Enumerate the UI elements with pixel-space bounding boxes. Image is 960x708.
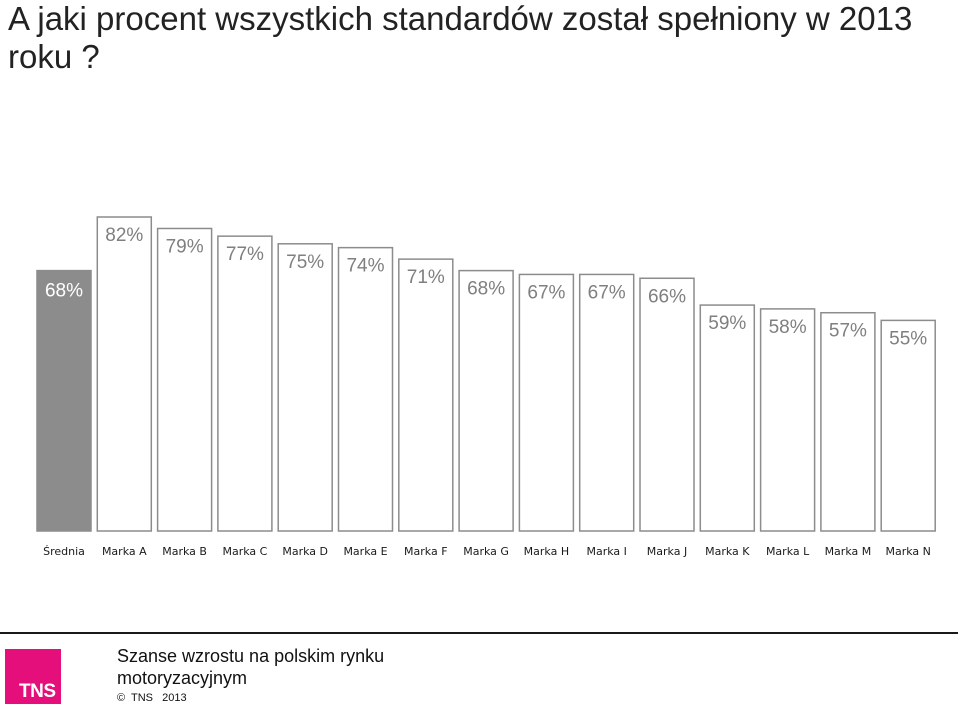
tns-logo: TNS bbox=[5, 649, 61, 704]
value-label: 57% bbox=[829, 321, 867, 342]
bar-marka-n bbox=[880, 319, 936, 532]
bar-marka-a bbox=[96, 216, 153, 532]
footer-divider bbox=[0, 632, 958, 634]
bar-marka-e bbox=[337, 246, 394, 532]
chart-value-labels: 68% 82% 79% 77% 75% 74% 71% 68% 67% 67% 66% 59% 58% 5… bbox=[45, 225, 927, 349]
category-label: Średnia bbox=[43, 545, 85, 558]
value-label: 67% bbox=[588, 282, 626, 303]
category-label: Marka I bbox=[586, 545, 626, 558]
bar-marka-d bbox=[277, 243, 333, 532]
bar-marka-h bbox=[518, 273, 575, 532]
logo-text: TNS bbox=[19, 681, 56, 702]
copyright-notice: © TNS 2013 bbox=[117, 692, 187, 704]
value-label: 79% bbox=[166, 236, 204, 257]
value-label: 67% bbox=[527, 282, 565, 303]
value-label: 68% bbox=[45, 281, 83, 302]
category-label: Marka C bbox=[222, 545, 267, 558]
value-label: 66% bbox=[648, 286, 686, 307]
category-label: Marka L bbox=[766, 545, 810, 558]
bar-marka-g bbox=[458, 269, 514, 532]
bar-chart: 68% 82% 79% 77% 75% 74% 71% 68% 67% 67% 66% 59% 58% 5… bbox=[36, 216, 936, 558]
footer-caption: Szanse wzrostu na polskim rynku motoryza… bbox=[117, 646, 385, 688]
chart-bars bbox=[36, 216, 936, 532]
bar-marka-k bbox=[699, 304, 756, 532]
value-label: 55% bbox=[889, 328, 927, 349]
category-label: Marka J bbox=[647, 545, 687, 558]
value-label: 74% bbox=[346, 256, 384, 277]
category-label: Marka M bbox=[825, 545, 872, 558]
bar-marka-m bbox=[820, 311, 876, 532]
value-label: 71% bbox=[407, 267, 445, 288]
category-label: Marka N bbox=[885, 545, 930, 558]
category-label: Marka A bbox=[102, 545, 147, 558]
category-label: Marka D bbox=[282, 545, 328, 558]
category-label: Marka K bbox=[705, 545, 750, 558]
category-label: Marka E bbox=[343, 545, 387, 558]
category-label: Marka F bbox=[404, 545, 448, 558]
value-label: 82% bbox=[105, 225, 143, 246]
value-label: 68% bbox=[467, 279, 505, 300]
bar-marka-j bbox=[639, 277, 695, 532]
bar-marka-i bbox=[578, 273, 635, 532]
category-label: Marka B bbox=[162, 545, 207, 558]
category-label: Marka H bbox=[524, 545, 569, 558]
bar-marka-b bbox=[156, 227, 213, 532]
value-label: 75% bbox=[286, 252, 324, 273]
bar-marka-c bbox=[217, 235, 273, 532]
value-label: 59% bbox=[708, 313, 746, 334]
chart-category-labels: Średnia Marka A Marka B Marka C Marka D Marka… bbox=[43, 545, 931, 558]
page-title: A jaki procent wszystkich standardów zos… bbox=[8, 0, 913, 75]
category-label: Marka G bbox=[463, 545, 509, 558]
value-label: 77% bbox=[226, 244, 264, 265]
bar-marka-f bbox=[398, 258, 454, 532]
bar-marka-l bbox=[759, 308, 816, 532]
value-label: 58% bbox=[769, 317, 807, 338]
bar-średnia bbox=[36, 269, 92, 532]
